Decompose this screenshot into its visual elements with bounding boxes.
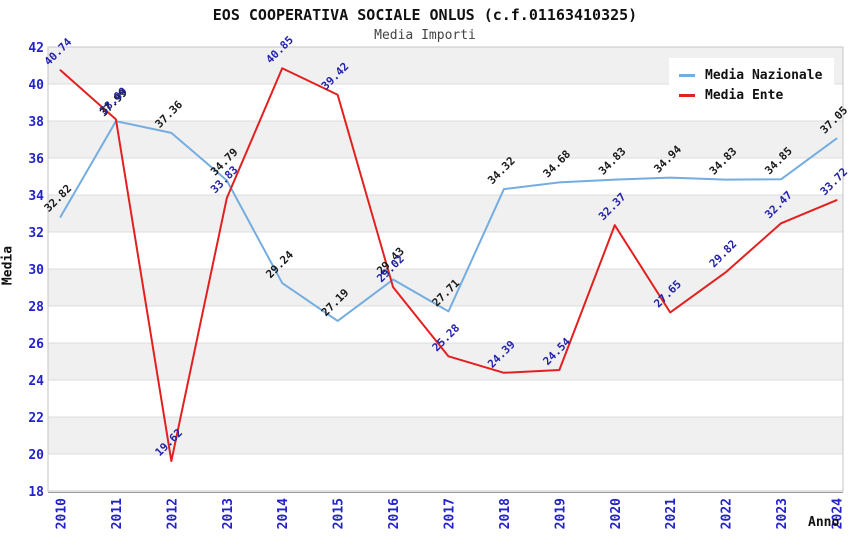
legend-label-media-nazionale: Media Nazionale: [705, 67, 823, 83]
x-tick-label: 2021: [664, 498, 679, 529]
x-tick-label: 2011: [110, 498, 125, 529]
grid-band: [48, 269, 843, 306]
y-tick-label: 26: [28, 337, 44, 352]
y-tick-label: 20: [28, 448, 44, 463]
y-tick-label: 30: [28, 263, 44, 278]
y-tick-label: 40: [28, 78, 44, 93]
y-tick-label: 28: [28, 300, 44, 315]
chart-title: EOS COOPERATIVA SOCIALE ONLUS (c.f.01163…: [212, 6, 638, 24]
x-tick-label: 2022: [720, 498, 735, 529]
data-label: 38.09: [97, 85, 130, 118]
y-tick-label: 24: [28, 374, 44, 389]
legend-swatch-media-ente-icon: [679, 93, 695, 97]
x-tick-label: 2012: [165, 498, 180, 529]
x-tick-label: 2010: [55, 498, 70, 529]
x-axis: 2010 2011 2012 2013 2014 2015 2016 2017 2018 2019…: [55, 498, 846, 529]
legend-item-media-ente: Media Ente: [679, 85, 822, 105]
legend-item-media-nazionale: Media Nazionale: [679, 65, 822, 85]
x-tick-label: 2023: [775, 498, 790, 529]
y-tick-label: 38: [28, 115, 44, 130]
x-tick-label: 2020: [609, 498, 624, 529]
x-tick-label: 2018: [498, 498, 513, 529]
x-tick-label: 2017: [443, 498, 458, 529]
grid-band: [48, 195, 843, 232]
y-tick-label: 34: [28, 189, 44, 204]
grid-bands: [48, 47, 843, 454]
y-tick-label: 32: [28, 226, 44, 241]
x-tick-label: 2013: [221, 498, 236, 529]
y-tick-label: 42: [28, 41, 44, 56]
x-tick-label: 2016: [387, 498, 402, 529]
series-line-media-nazionale: [59, 120, 838, 322]
x-tick-label: 2024: [831, 498, 846, 529]
legend-label-media-ente: Media Ente: [705, 87, 784, 103]
x-axis-title: Anno: [808, 515, 840, 530]
x-tick-label: 2019: [553, 498, 568, 529]
legend-swatch-media-nazionale-icon: [679, 73, 695, 77]
chart-subtitle: Media Importi: [374, 28, 476, 43]
y-axis: 18 20 22 24 26 28 30 32 34 36 38 40 42: [28, 41, 44, 500]
x-tick-label: 2015: [332, 498, 347, 529]
y-tick-label: 22: [28, 411, 44, 426]
data-label: 34.32: [485, 154, 518, 187]
series-line-media-ente: [59, 67, 838, 463]
y-tick-label: 18: [28, 485, 44, 500]
y-tick-label: 36: [28, 152, 44, 167]
legend: Media Nazionale Media Ente: [669, 58, 835, 112]
data-label: 33.72: [818, 165, 850, 198]
grid-band: [48, 343, 843, 380]
grid-band: [48, 417, 843, 454]
x-tick-label: 2014: [276, 498, 291, 529]
plot-border: [47, 46, 844, 492]
